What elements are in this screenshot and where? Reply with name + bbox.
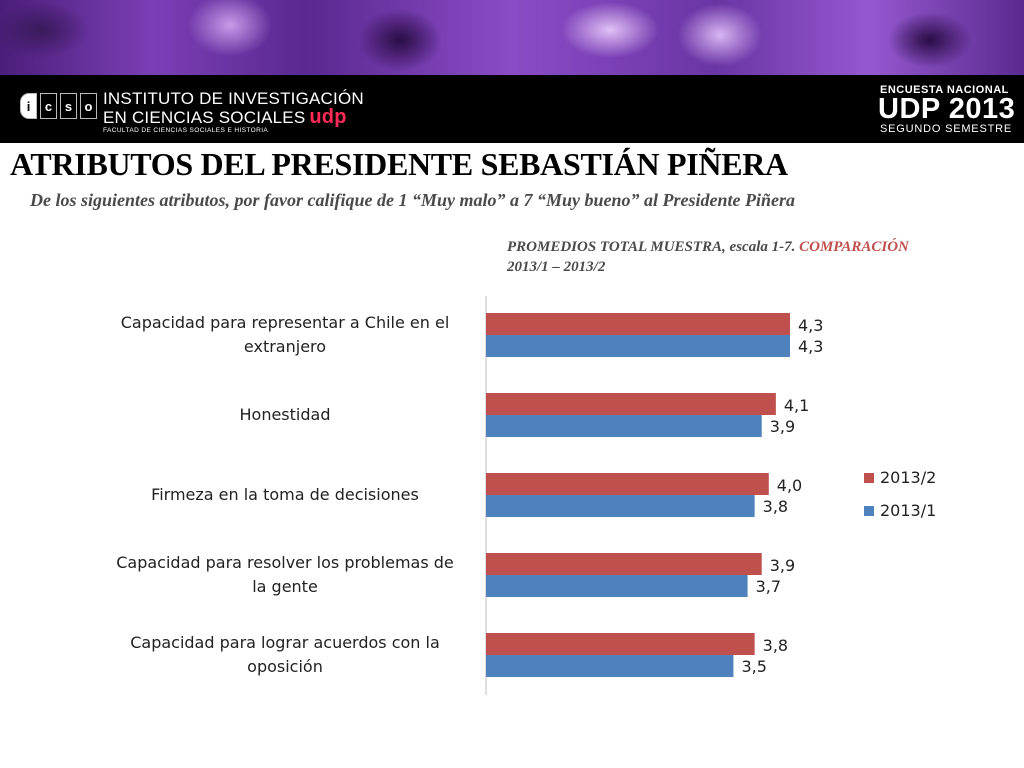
chart-note-main: PROMEDIOS TOTAL MUESTRA, escala 1-7. (507, 239, 800, 255)
category-label-line: Honestidad (239, 405, 331, 424)
legend-label: 2013/2 (880, 468, 937, 487)
chart-note-highlight: COMPARACIÓN (799, 239, 909, 255)
udp-logo-text: udp (309, 106, 347, 128)
category-label-line: Capacidad para representar a Chile en el (120, 313, 450, 332)
bar-2013-1-0 (486, 335, 790, 357)
chart-note-line2: 2013/1 – 2013/2 (507, 259, 606, 275)
category-label-line: Firmeza en la toma de decisiones (151, 485, 419, 504)
bar-2013-2-2 (486, 473, 769, 495)
legend-swatch (864, 505, 874, 516)
survey-name-line2: UDP 2013 (878, 93, 1016, 125)
page-subtitle: De los siguientes atributos, por favor c… (30, 190, 796, 210)
bar-2013-2-3 (486, 553, 762, 575)
legend-swatch (864, 472, 874, 483)
data-label-2013-2-0: 4,3 (798, 316, 823, 335)
data-label-2013-2-3: 3,9 (770, 556, 795, 575)
data-label-2013-2-1: 4,1 (784, 396, 809, 415)
category-label-line: la gente (252, 577, 318, 596)
bar-2013-2-4 (486, 633, 755, 655)
data-label-2013-1-0: 4,3 (798, 337, 823, 356)
legend-item-2013-1: 2013/1 (864, 501, 936, 520)
institute-name-line1: INSTITUTO DE INVESTIGACIÓN (103, 89, 364, 108)
logo-letter-s: s (60, 93, 77, 119)
category-label-line: extranjero (243, 337, 327, 356)
data-label-2013-1-4: 3,5 (741, 657, 766, 676)
data-label-2013-1-2: 3,8 (763, 497, 788, 516)
category-label-4: Capacidad para lograr acuerdos con la opo… (100, 631, 470, 679)
icso-logo: i c s o (20, 93, 97, 119)
category-label-line: oposición (247, 657, 323, 676)
category-label-line: Capacidad para lograr acuerdos con la (130, 633, 440, 652)
legend-label: 2013/1 (880, 501, 937, 520)
category-label-3: Capacidad para resolver los problemas de… (100, 551, 470, 599)
survey-name-line1: ENCUESTA NACIONAL (880, 84, 1009, 96)
bar-2013-1-4 (486, 655, 734, 677)
logo-letter-o: o (80, 93, 97, 119)
category-label-1: Honestidad (100, 403, 470, 427)
bar-2013-1-1 (486, 415, 762, 437)
logo-letter-i: i (20, 93, 37, 119)
bar-2013-2-1 (486, 393, 776, 415)
chart-note: PROMEDIOS TOTAL MUESTRA, escala 1-7. COM… (507, 237, 997, 277)
bar-2013-2-0 (486, 313, 790, 335)
legend-item-2013-2: 2013/2 (864, 468, 936, 487)
data-label-2013-1-3: 3,7 (756, 577, 781, 596)
category-label-0: Capacidad para representar a Chile en el… (100, 311, 470, 359)
bar-2013-1-2 (486, 495, 755, 517)
data-label-2013-2-4: 3,8 (763, 636, 788, 655)
logo-letter-c: c (40, 93, 57, 119)
photo-banner (0, 0, 1024, 75)
data-label-2013-2-2: 4,0 (777, 476, 802, 495)
faculty-name: FACULTAD DE CIENCIAS SOCIALES E HISTORIA (103, 127, 269, 134)
institute-name-line2-text: EN CIENCIAS SOCIALES (103, 108, 306, 127)
survey-name-line3: SEGUNDO SEMESTRE (880, 123, 1012, 135)
header-bar (0, 75, 1024, 143)
category-label-2: Firmeza en la toma de decisiones (100, 483, 470, 507)
bar-2013-1-3 (486, 575, 748, 597)
data-label-2013-1-1: 3,9 (770, 417, 795, 436)
institute-name-line2: EN CIENCIAS SOCIALES udp (103, 106, 347, 129)
category-label-line: Capacidad para resolver los problemas de (116, 553, 454, 572)
page-title: ATRIBUTOS DEL PRESIDENTE SEBASTIÁN PIÑER… (10, 146, 788, 182)
